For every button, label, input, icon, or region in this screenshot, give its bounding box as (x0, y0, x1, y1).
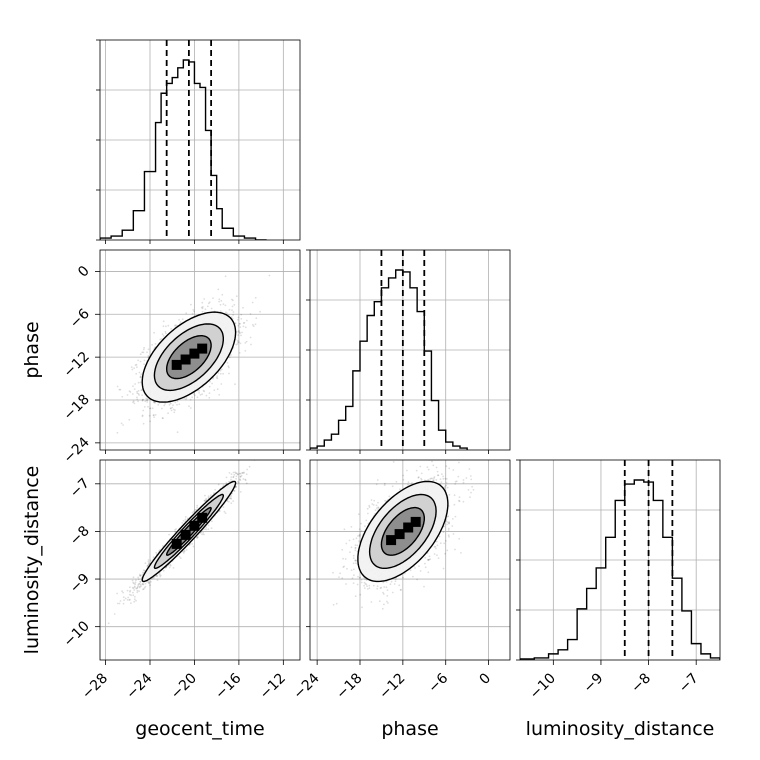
y-axis-label-phase: phase (21, 321, 43, 378)
y-axis-label-luminosity_distance: luminosity_distance (21, 466, 43, 655)
density-core-luminosity_distance_vs_phase-1 (394, 529, 405, 540)
density-core-luminosity_distance_vs_phase-0 (386, 535, 397, 546)
density-core-luminosity_distance_vs_geocent_time-0 (171, 538, 182, 549)
x-axis-label-luminosity_distance: luminosity_distance (526, 718, 715, 740)
density-core-luminosity_distance_vs_geocent_time-1 (180, 529, 191, 540)
density-core-luminosity_distance_vs_phase-3 (410, 516, 421, 527)
density-core-phase_vs_geocent_time-3 (197, 343, 208, 354)
density-core-luminosity_distance_vs_geocent_time-3 (197, 512, 208, 523)
x-axis-label-geocent_time: geocent_time (135, 718, 264, 740)
panel-frame-luminosity_distance_vs_phase (309, 459, 511, 661)
histogram-geocent_time (100, 59, 267, 240)
density-core-luminosity_distance_vs_geocent_time-2 (189, 520, 200, 531)
x-axis-label-phase: phase (381, 718, 438, 740)
histogram-phase (310, 269, 468, 450)
panel-frame-luminosity_distance_vs_geocent_time (99, 459, 301, 661)
density-core-phase_vs_geocent_time-2 (189, 348, 200, 359)
density-core-luminosity_distance_vs_phase-2 (403, 522, 414, 533)
density-core-phase_vs_geocent_time-1 (180, 354, 191, 365)
density-core-phase_vs_geocent_time-0 (171, 359, 182, 370)
panel-frame-phase_vs_geocent_time (99, 249, 301, 451)
